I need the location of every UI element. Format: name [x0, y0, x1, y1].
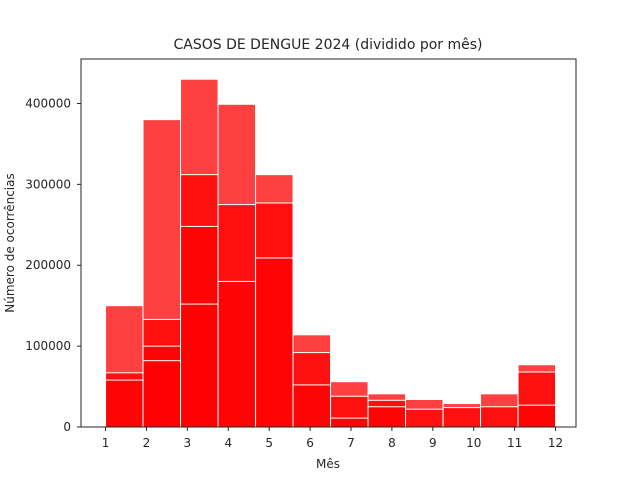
bar-bin-7-layer-3 [330, 417, 369, 428]
y-axis-label: Número de ocorrências [3, 173, 17, 313]
bar-bin-3-layer-4 [180, 303, 219, 428]
y-tick-label: 300000 [25, 177, 71, 191]
x-tick-label: 7 [347, 436, 355, 450]
bar-bin-11-layer-2 [480, 406, 519, 428]
bar-bin-9-layer-2 [405, 408, 444, 428]
bars-group [105, 78, 557, 428]
bar-bin-4-layer-3 [217, 280, 257, 428]
x-axis-label: Mês [316, 457, 340, 471]
bar-bin-8-layer-3 [367, 406, 407, 428]
y-tick-label: 200000 [25, 258, 71, 272]
x-tick-label: 6 [306, 436, 314, 450]
x-tick-label: 3 [184, 436, 192, 450]
x-tick-label: 10 [466, 436, 481, 450]
x-axis-ticks: 1 2 3 4 5 6 7 8 9 10 11 12 [102, 427, 563, 450]
y-tick-label: 400000 [25, 96, 71, 110]
chart-title: CASOS DE DENGUE 2024 (dividido por mês) [174, 37, 483, 53]
y-axis-ticks: 0 100000 200000 300000 400000 [25, 96, 81, 434]
x-tick-label: 8 [388, 436, 396, 450]
bar-bin-10-layer-2 [442, 407, 482, 428]
x-tick-label: 5 [265, 436, 273, 450]
bar-bin-5-layer-3 [255, 257, 294, 428]
y-tick-label: 0 [63, 420, 71, 434]
bar-bin-2-layer-4 [142, 360, 182, 428]
x-tick-label: 11 [507, 436, 522, 450]
x-tick-label: 9 [429, 436, 437, 450]
bar-bin-6-layer-3 [292, 384, 332, 428]
x-tick-label: 12 [548, 436, 563, 450]
plot-frame [80, 58, 577, 428]
bar-bin-1-layer-3 [105, 379, 144, 428]
x-tick-label: 1 [102, 436, 110, 450]
y-tick-label: 100000 [25, 339, 71, 353]
x-tick-label: 2 [143, 436, 151, 450]
x-tick-label: 4 [224, 436, 232, 450]
bar-bin-12-layer-3 [517, 404, 557, 428]
